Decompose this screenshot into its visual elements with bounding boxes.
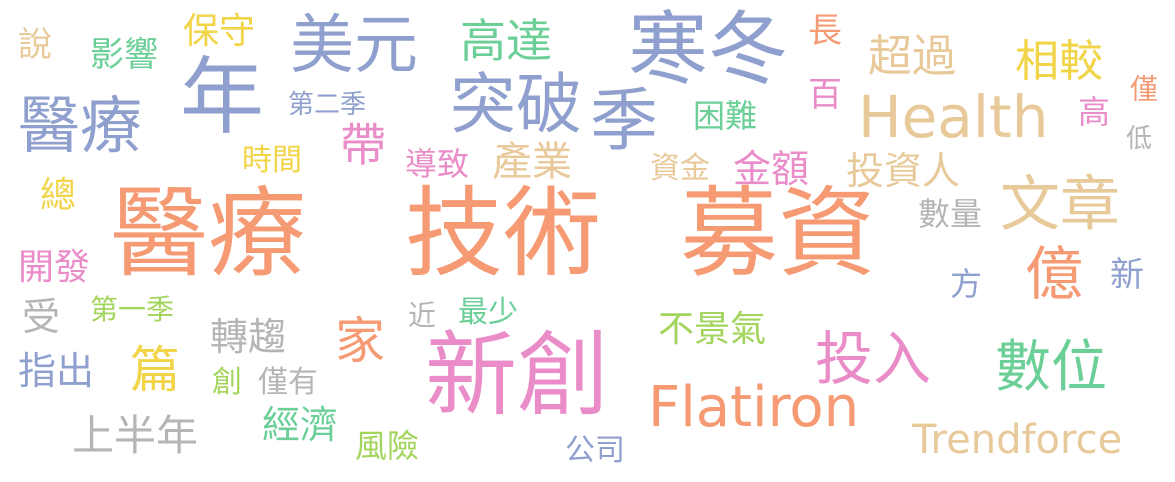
word-xin: 新 bbox=[1110, 255, 1144, 295]
word-jia: 家 bbox=[335, 312, 385, 370]
word-fengxian: 風險 bbox=[355, 427, 420, 465]
word-kaifa: 開發 bbox=[18, 247, 91, 288]
word-daozhi: 導致 bbox=[405, 145, 470, 183]
word-touru: 投入 bbox=[815, 325, 932, 393]
word-zijin: 資金 bbox=[650, 151, 710, 186]
word-gongsi: 公司 bbox=[565, 433, 625, 468]
word-shijian: 時間 bbox=[242, 143, 302, 178]
word-jin-near: 近 bbox=[408, 299, 437, 332]
word-ji: 季 bbox=[590, 82, 659, 161]
word-tupo: 突破 bbox=[450, 66, 582, 143]
word-flatiron: Flatiron bbox=[648, 375, 860, 440]
word-baoshou: 保守 bbox=[183, 11, 256, 52]
word-chaoguo: 超過 bbox=[868, 31, 956, 82]
word-touziren: 投資人 bbox=[846, 149, 961, 193]
word-kunnan: 困難 bbox=[693, 97, 758, 135]
word-muzi: 募資 bbox=[680, 177, 877, 291]
word-pian: 篇 bbox=[130, 341, 180, 399]
word-jingji: 經濟 bbox=[262, 403, 339, 447]
word-gao: 高 bbox=[1078, 93, 1111, 131]
word-jine: 金額 bbox=[733, 147, 810, 191]
word-shuwei: 數位 bbox=[995, 335, 1107, 400]
word-zuishao: 最少 bbox=[458, 295, 518, 330]
word-meiyuan: 美元 bbox=[290, 9, 418, 83]
word-shuo: 說 bbox=[18, 25, 52, 65]
word-xiangjiao: 相較 bbox=[1015, 36, 1103, 87]
word-yiliao-big: 醫療 bbox=[110, 177, 307, 291]
word-bai: 百 bbox=[808, 75, 842, 115]
word-chuang: 創 bbox=[212, 365, 242, 400]
word-handong: 寒冬 bbox=[628, 3, 788, 96]
word-shangbannian: 上半年 bbox=[72, 411, 199, 460]
word-shou: 受 bbox=[22, 295, 61, 339]
word-dai: 帶 bbox=[340, 118, 386, 172]
word-shuliang: 數量 bbox=[918, 195, 983, 233]
word-di: 低 bbox=[1126, 124, 1153, 154]
word-jin: 僅 bbox=[1126, 74, 1159, 102]
word-jinyou: 僅有 bbox=[258, 365, 318, 400]
word-yiliao-small: 醫療 bbox=[18, 89, 143, 162]
word-zhuanqu: 轉趨 bbox=[210, 315, 287, 359]
word-jishu: 技術 bbox=[405, 177, 602, 291]
word-yi: 億 bbox=[1025, 240, 1084, 308]
word-fang: 方 bbox=[950, 265, 983, 303]
word-zong: 總 bbox=[40, 175, 77, 216]
word-chang: 長 bbox=[808, 11, 842, 51]
word-chanye: 產業 bbox=[492, 139, 572, 185]
word-gaoda: 高達 bbox=[460, 14, 552, 68]
word-dierji: 第二季 bbox=[288, 90, 367, 120]
word-wenzhang: 文章 bbox=[1000, 170, 1120, 240]
word-yingxiang: 影響 bbox=[90, 35, 158, 75]
word-bujingqi: 不景氣 bbox=[658, 309, 767, 350]
word-zhichu: 指出 bbox=[18, 349, 95, 393]
word-nian: 年 bbox=[180, 48, 265, 146]
word-diyiji: 第一季 bbox=[90, 293, 175, 326]
word-trendforce: Trendforce bbox=[912, 417, 1123, 463]
word-xinchuang: 新創 bbox=[425, 322, 610, 429]
word-health: Health bbox=[858, 83, 1049, 151]
